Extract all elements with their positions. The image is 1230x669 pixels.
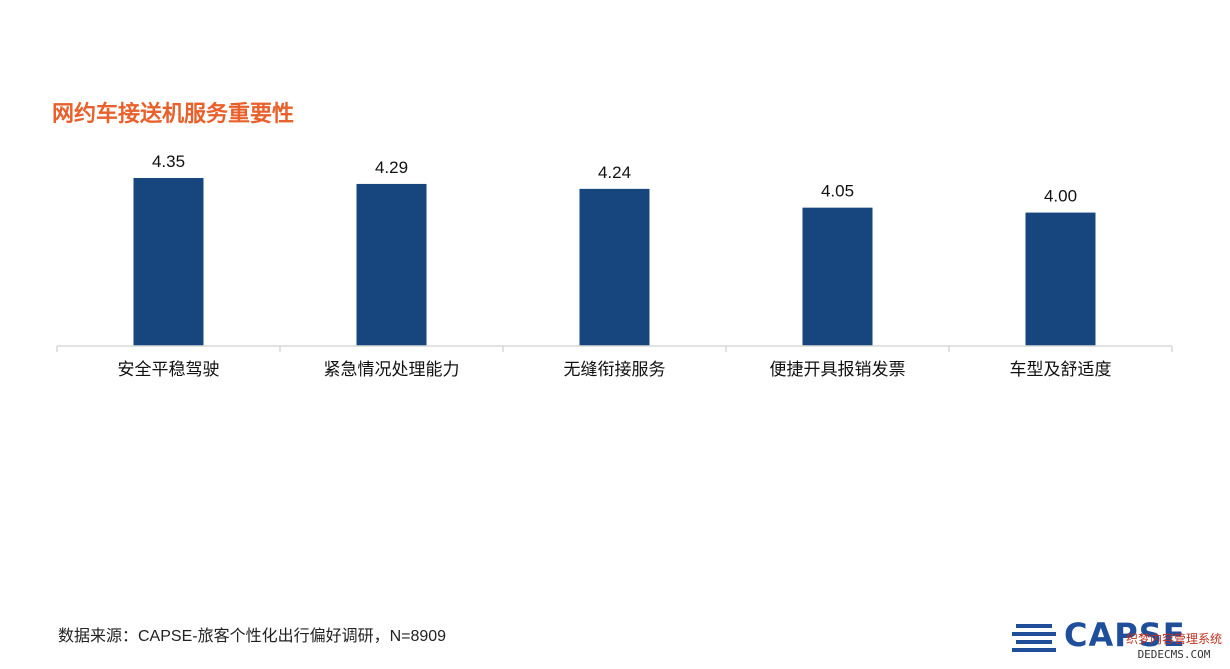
bar bbox=[802, 207, 873, 346]
watermark-line2: DEDECMS.COM bbox=[1137, 648, 1211, 661]
x-tick-label: 无缝衔接服务 bbox=[564, 360, 666, 380]
bar-value-label: 4.05 bbox=[821, 182, 854, 201]
bar bbox=[579, 188, 650, 346]
x-tick-label: 紧急情况处理能力 bbox=[324, 360, 460, 380]
x-tick-label: 安全平稳驾驶 bbox=[118, 360, 220, 380]
bar bbox=[356, 183, 427, 346]
bar bbox=[133, 178, 204, 346]
logo-text: CAPSE bbox=[1064, 616, 1186, 654]
bar-value-label: 4.24 bbox=[598, 163, 631, 182]
bar-value-label: 4.29 bbox=[375, 158, 408, 177]
bar bbox=[1025, 212, 1096, 346]
capse-logo: CAPSE bbox=[1012, 614, 1222, 664]
x-axis bbox=[56, 345, 1173, 352]
bar-value-label: 4.35 bbox=[152, 152, 185, 171]
bars-layer bbox=[133, 178, 1096, 346]
source-note: 数据来源：CAPSE-旅客个性化出行偏好调研，N=8909 bbox=[58, 628, 447, 645]
labels-layer: 4.35 安全平稳驾驶 4.29 紧急情况处理能力 4.24 无缝衔接服务 4.05 便捷开具… bbox=[118, 152, 1112, 380]
x-tick-label: 车型及舒适度 bbox=[1010, 360, 1112, 380]
logo-bars-icon bbox=[1012, 624, 1060, 652]
x-tick-label: 便捷开具报销发票 bbox=[770, 360, 906, 380]
chart-title: 网约车接送机服务重要性 bbox=[52, 101, 295, 126]
watermark: 织梦内容管理系统 DEDECMS.COM bbox=[1120, 632, 1228, 662]
bar-value-label: 4.00 bbox=[1044, 187, 1077, 206]
watermark-line1: 织梦内容管理系统 bbox=[1125, 632, 1222, 646]
